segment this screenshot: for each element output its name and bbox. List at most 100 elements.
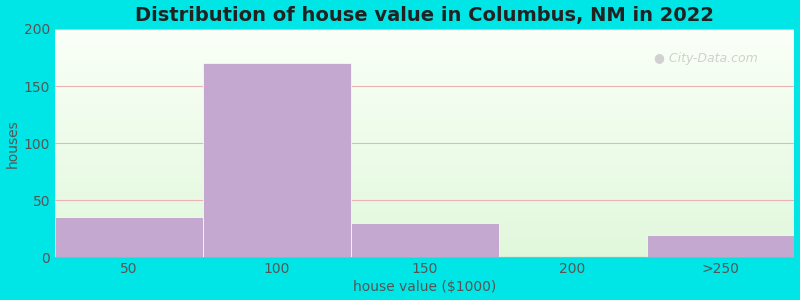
Bar (646, 235, 794, 257)
Bar (55, 192, 794, 194)
Bar (55, 171, 794, 172)
Bar (55, 178, 794, 180)
Bar (55, 152, 794, 153)
Bar (55, 238, 794, 239)
Bar (55, 200, 794, 201)
Bar (55, 242, 794, 243)
Bar (55, 29, 794, 30)
Bar (55, 197, 794, 198)
Bar (55, 58, 794, 60)
Bar (55, 119, 794, 120)
Bar (55, 230, 794, 231)
Bar (55, 236, 794, 237)
Bar (55, 86, 794, 87)
Bar (55, 231, 794, 232)
Bar (55, 202, 794, 204)
Bar (55, 53, 794, 54)
Bar (55, 77, 794, 78)
Bar (55, 84, 794, 85)
Bar (55, 68, 794, 69)
Bar (55, 167, 794, 168)
Bar (55, 82, 794, 83)
Bar (55, 126, 794, 127)
Bar (55, 91, 794, 92)
Bar (55, 232, 794, 233)
Bar (55, 110, 794, 111)
Bar (55, 255, 794, 256)
Bar (55, 96, 794, 98)
Bar (55, 43, 794, 44)
Bar (55, 135, 794, 136)
Bar (55, 101, 794, 102)
Bar (55, 199, 794, 200)
Bar (55, 137, 794, 139)
Bar (55, 187, 794, 188)
Bar (55, 113, 794, 115)
Bar (55, 78, 794, 79)
Bar (55, 103, 794, 104)
Bar (55, 180, 794, 181)
Bar (55, 89, 794, 91)
Bar (55, 208, 794, 209)
Bar (55, 51, 794, 52)
Bar (55, 168, 794, 169)
Bar (55, 247, 794, 248)
Bar (55, 154, 794, 156)
Bar (55, 65, 794, 67)
Bar (55, 30, 794, 31)
Bar (55, 54, 794, 55)
Bar (55, 139, 794, 140)
Bar (55, 175, 794, 176)
Bar (55, 80, 794, 82)
Bar (55, 109, 794, 110)
Bar (55, 256, 794, 257)
Bar (55, 46, 794, 47)
Bar (55, 207, 794, 208)
Bar (55, 125, 794, 126)
Bar (55, 244, 794, 245)
Bar (55, 88, 794, 89)
Bar (55, 130, 794, 132)
Bar (55, 160, 794, 161)
Bar (55, 71, 794, 72)
Bar (55, 50, 794, 51)
Bar (55, 205, 794, 206)
Bar (55, 98, 794, 99)
Bar (55, 209, 794, 211)
Bar (55, 100, 794, 101)
Bar (55, 250, 794, 252)
Bar (55, 191, 794, 192)
Bar (55, 243, 794, 244)
Bar (55, 150, 794, 151)
Bar (55, 38, 794, 39)
Bar (55, 112, 794, 113)
Bar (55, 133, 794, 134)
Bar (55, 252, 794, 253)
Bar (55, 37, 794, 38)
Bar (55, 136, 794, 137)
Bar (55, 169, 794, 171)
Bar (55, 172, 794, 173)
Text: ● City-Data.com: ● City-Data.com (654, 52, 758, 65)
Bar (55, 132, 794, 133)
Bar (55, 76, 794, 77)
Bar (55, 45, 794, 46)
Bar (55, 254, 794, 255)
Bar (55, 48, 794, 50)
Bar (55, 212, 794, 213)
Bar (55, 201, 794, 202)
Bar (55, 52, 794, 53)
Y-axis label: houses: houses (6, 119, 19, 167)
Bar (55, 79, 794, 80)
Bar (55, 108, 794, 109)
Bar (55, 239, 794, 240)
Bar (55, 69, 794, 70)
Bar (55, 82, 794, 84)
Bar (55, 62, 794, 63)
Bar (55, 190, 794, 191)
Bar (55, 94, 794, 95)
Bar (55, 216, 794, 217)
Bar (55, 40, 794, 41)
Bar (55, 174, 794, 175)
Bar (55, 63, 794, 64)
